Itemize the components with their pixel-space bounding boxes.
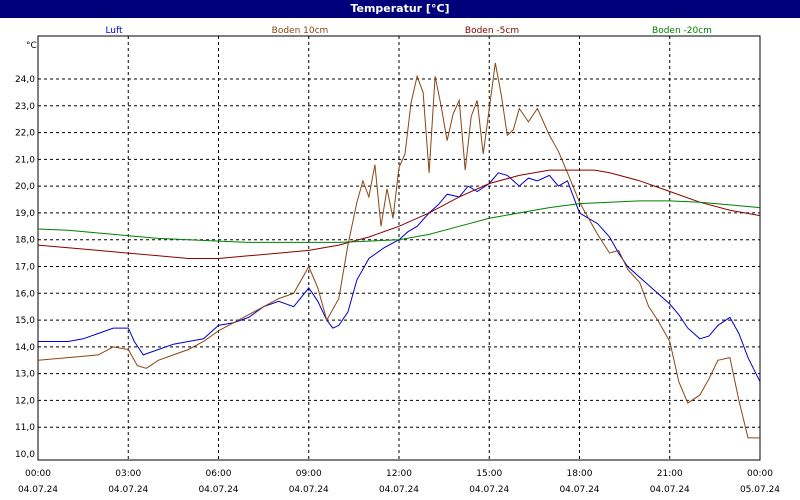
y-tick-label: 21,0 xyxy=(15,155,35,165)
legend-entry: Boden -20cm xyxy=(652,26,712,36)
y-tick-label: 17,0 xyxy=(15,263,35,273)
x-tick-date: 04.07.24 xyxy=(559,485,599,495)
x-tick-date: 04.07.24 xyxy=(650,485,690,495)
x-tick-date: 04.07.24 xyxy=(198,485,238,495)
series-line-luft xyxy=(38,172,761,382)
y-tick-label: 16,0 xyxy=(15,289,35,299)
x-tick-time: 12:00 xyxy=(386,469,412,479)
series-line-boden-20cm xyxy=(37,200,761,243)
x-tick-time: 00:00 xyxy=(25,469,51,479)
y-tick-label: 12,0 xyxy=(15,396,35,406)
x-tick-date: 05.07.24 xyxy=(740,485,780,495)
y-tick-label: 10,0 xyxy=(15,450,35,460)
x-tick-date: 04.07.24 xyxy=(289,485,329,495)
y-tick-label: 24,0 xyxy=(15,75,35,85)
y-tick-label: 15,0 xyxy=(15,316,35,326)
x-tick-date: 04.07.24 xyxy=(18,485,58,495)
x-tick-date: 04.07.24 xyxy=(379,485,419,495)
legend-entry: Luft xyxy=(105,26,123,36)
x-tick-date: 04.07.24 xyxy=(469,485,509,495)
y-tick-label: 22,0 xyxy=(15,129,35,139)
series-line-boden-10cm xyxy=(37,62,760,439)
x-tick-time: 21:00 xyxy=(657,469,683,479)
x-tick-time: 03:00 xyxy=(115,469,141,479)
y-tick-label: 14,0 xyxy=(15,343,35,353)
x-tick-time: 18:00 xyxy=(567,469,593,479)
x-tick-time: 15:00 xyxy=(476,469,502,479)
x-tick-time: 09:00 xyxy=(296,469,322,479)
y-tick-label: 11,0 xyxy=(15,423,35,433)
x-tick-time: 00:00 xyxy=(747,469,773,479)
y-tick-label: 19,0 xyxy=(15,209,35,219)
y-tick-label: 18,0 xyxy=(15,236,35,246)
series-line-boden-5cm xyxy=(37,169,761,259)
chart-title: Temperatur [°C] xyxy=(0,0,800,18)
x-tick-time: 06:00 xyxy=(206,469,232,479)
y-tick-label: 23,0 xyxy=(15,102,35,112)
y-tick-label: 20,0 xyxy=(15,182,35,192)
x-tick-date: 04.07.24 xyxy=(108,485,148,495)
y-tick-label: 13,0 xyxy=(15,370,35,380)
legend-entry: Boden -5cm xyxy=(465,26,519,36)
legend-entry: Boden 10cm xyxy=(272,26,329,36)
y-axis-label: °C xyxy=(26,41,37,51)
